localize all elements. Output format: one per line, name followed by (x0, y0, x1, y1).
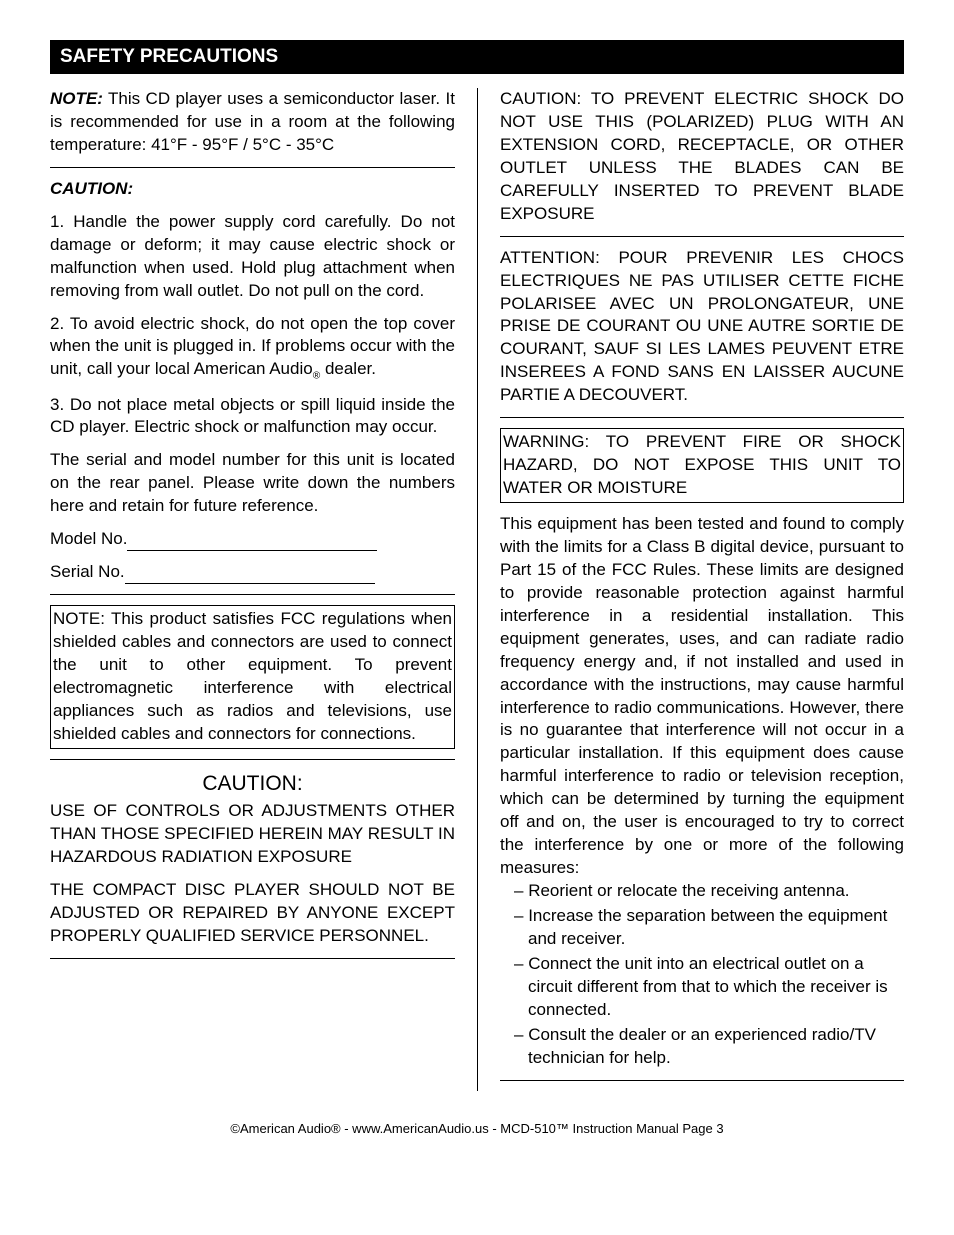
left-column: NOTE: This CD player uses a semiconducto… (50, 88, 477, 1091)
caution-item-3: 3. Do not place metal objects or spill l… (50, 394, 455, 440)
caution-service: THE COMPACT DISC PLAYER SHOULD NOT BE AD… (50, 879, 455, 948)
caution-center-heading: CAUTION: (50, 770, 455, 798)
shock-caution-fr: ATTENTION: POUR PREVENIR LES CHOCS ELECT… (500, 247, 904, 408)
caution-item-1: 1. Handle the power supply cord carefull… (50, 211, 455, 303)
section-title: SAFETY PRECAUTIONS (60, 46, 278, 67)
divider (50, 594, 455, 595)
warning-text: WARNING: TO PREVENT FIRE OR SHOCK HAZARD… (503, 432, 901, 497)
divider (50, 167, 455, 168)
model-no-label: Model No. (50, 529, 127, 548)
note-paragraph: NOTE: This CD player uses a semiconducto… (50, 88, 455, 157)
caution-2b: dealer. (320, 359, 376, 378)
right-column: CAUTION: TO PREVENT ELECTRIC SHOCK DO NO… (477, 88, 904, 1091)
fcc-compliance: This equipment has been tested and found… (500, 513, 904, 880)
divider (50, 958, 455, 959)
serial-no-line (125, 583, 375, 584)
shock-caution-en: CAUTION: TO PREVENT ELECTRIC SHOCK DO NO… (500, 88, 904, 226)
serial-info: The serial and model number for this uni… (50, 449, 455, 518)
measure-1: Reorient or relocate the receiving anten… (514, 880, 904, 903)
serial-no-field: Serial No. (50, 561, 455, 584)
caution-radiation: USE OF CONTROLS OR ADJUSTMENTS OTHER THA… (50, 800, 455, 869)
fcc-note-box: NOTE: This product satisfies FCC regulat… (50, 605, 455, 749)
caution-item-2: 2. To avoid electric shock, do not open … (50, 313, 455, 384)
measure-3: Connect the unit into an electrical outl… (514, 953, 904, 1022)
note-text: This CD player uses a semiconductor lase… (50, 89, 455, 154)
fcc-note-text: NOTE: This product satisfies FCC regulat… (53, 609, 452, 743)
measure-4: Consult the dealer or an experienced rad… (514, 1024, 904, 1070)
measure-2: Increase the separation between the equi… (514, 905, 904, 951)
model-no-field: Model No. (50, 528, 455, 551)
caution-label: CAUTION: (50, 179, 133, 198)
divider (500, 1080, 904, 1081)
caution-heading: CAUTION: (50, 178, 455, 201)
footer-text: ©American Audio® - www.AmericanAudio.us … (230, 1121, 723, 1136)
note-label: NOTE: (50, 89, 103, 108)
model-no-line (127, 550, 377, 551)
warning-box: WARNING: TO PREVENT FIRE OR SHOCK HAZARD… (500, 428, 904, 503)
two-column-layout: NOTE: This CD player uses a semiconducto… (50, 88, 904, 1091)
section-header: SAFETY PRECAUTIONS (50, 40, 904, 74)
measures-list: Reorient or relocate the receiving anten… (500, 880, 904, 1070)
caution-2a: 2. To avoid electric shock, do not open … (50, 314, 455, 379)
divider (500, 236, 904, 237)
serial-no-label: Serial No. (50, 562, 125, 581)
page-footer: ©American Audio® - www.AmericanAudio.us … (50, 1121, 904, 1136)
divider (500, 417, 904, 418)
divider (50, 759, 455, 760)
